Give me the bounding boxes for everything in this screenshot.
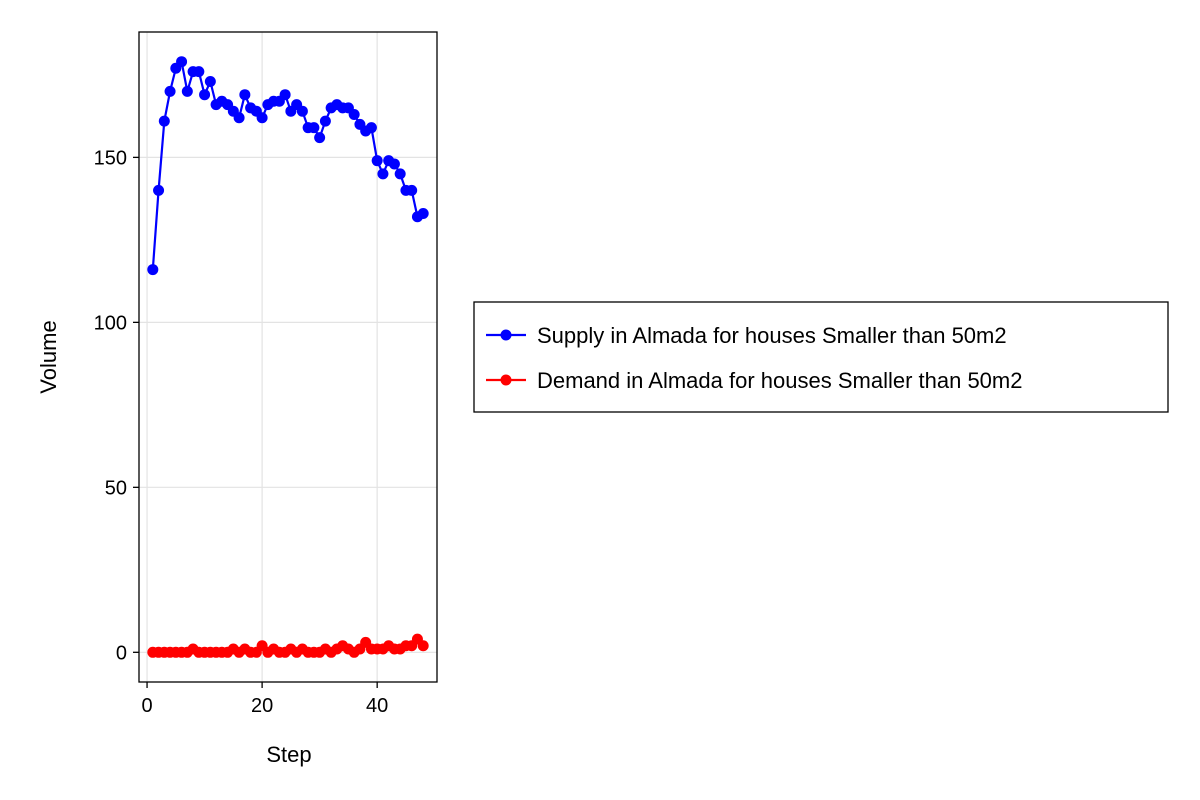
data-point-supply bbox=[181, 85, 193, 97]
data-point-supply bbox=[153, 184, 165, 196]
data-point-supply bbox=[176, 56, 188, 68]
x-tick-label: 20 bbox=[251, 695, 273, 717]
data-point-supply bbox=[199, 89, 211, 101]
grid bbox=[139, 32, 437, 682]
data-point-supply bbox=[377, 168, 389, 180]
y-axis-title: Volume bbox=[36, 320, 61, 393]
legend-label-supply: Supply in Almada for houses Smaller than… bbox=[537, 323, 1007, 348]
legend-label-demand: Demand in Almada for houses Smaller than… bbox=[537, 368, 1022, 393]
data-point-supply bbox=[158, 115, 170, 127]
y-tick-label: 150 bbox=[94, 147, 127, 169]
data-point-supply bbox=[296, 105, 308, 117]
data-point-supply bbox=[233, 112, 245, 124]
legend-marker-supply bbox=[500, 329, 512, 341]
data-point-supply bbox=[406, 184, 418, 196]
data-point-supply bbox=[394, 168, 406, 180]
data-point-supply bbox=[319, 115, 331, 127]
data-point-supply bbox=[279, 89, 291, 101]
data-point-supply bbox=[256, 112, 268, 124]
data-point-demand bbox=[417, 640, 429, 652]
data-point-supply bbox=[193, 66, 205, 78]
series-layer bbox=[147, 56, 429, 658]
data-point-supply bbox=[371, 155, 383, 167]
y-tick-label: 50 bbox=[105, 477, 127, 499]
y-tick-label: 100 bbox=[94, 312, 127, 334]
x-tick-label: 40 bbox=[366, 695, 388, 717]
axes: 0 20 40 0 50 100 150 bbox=[94, 147, 389, 717]
data-point-supply bbox=[204, 75, 216, 87]
data-point-supply bbox=[417, 207, 429, 219]
x-axis-title: Step bbox=[266, 742, 311, 767]
data-point-supply bbox=[147, 264, 159, 276]
legend-marker-demand bbox=[500, 374, 512, 386]
legend: Supply in Almada for houses Smaller than… bbox=[473, 301, 1169, 413]
data-point-supply bbox=[365, 122, 377, 134]
x-tick-label: 0 bbox=[141, 695, 152, 717]
plot-frame bbox=[138, 31, 438, 683]
data-point-supply bbox=[164, 85, 176, 97]
data-point-supply bbox=[314, 132, 326, 144]
data-point-supply bbox=[388, 158, 400, 170]
data-point-supply bbox=[308, 122, 320, 134]
legend-box bbox=[473, 301, 1169, 413]
data-point-supply bbox=[348, 108, 360, 120]
data-point-supply bbox=[239, 89, 251, 101]
y-tick-label: 0 bbox=[116, 642, 127, 664]
